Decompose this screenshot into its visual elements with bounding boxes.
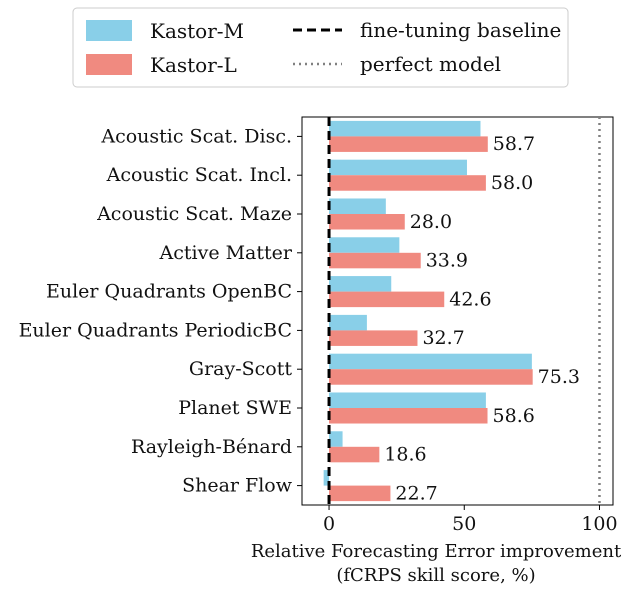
bar-kastor-l (329, 408, 488, 424)
data-label: 18.6 (384, 444, 426, 466)
bar-kastor-m (329, 392, 486, 408)
y-tick-label: Active Matter (159, 242, 293, 264)
bar-kastor-l (329, 485, 391, 502)
y-tick-label: Euler Quadrants OpenBC (46, 281, 292, 303)
data-label: 32.7 (422, 327, 464, 349)
y-tick-label: Acoustic Scat. Disc. (100, 125, 292, 147)
bar-kastor-l (329, 369, 533, 385)
bar-kastor-m (329, 314, 367, 331)
bar-kastor-l (329, 214, 405, 230)
x-axis-label: Relative Forecasting Error improvement (251, 541, 622, 562)
x-tick-label: 100 (581, 513, 617, 535)
data-label: 58.0 (491, 172, 533, 194)
data-label: 33.9 (426, 250, 468, 272)
y-tick-label: Acoustic Scat. Incl. (106, 164, 292, 186)
x-tick-label: 50 (452, 513, 476, 535)
y-tick-label: Acoustic Scat. Maze (96, 203, 292, 225)
bar-kastor-l (329, 446, 380, 463)
data-label: 75.3 (538, 366, 580, 388)
y-tick-label: Gray-Scott (189, 358, 292, 380)
x-axis-label-line2: (fCRPS skill score, %) (336, 565, 535, 586)
bar-kastor-m (329, 159, 467, 176)
bar-kastor-l (329, 252, 421, 269)
legend-label: Kastor-L (150, 53, 237, 77)
data-label: 58.7 (493, 133, 535, 155)
legend-frame (72, 7, 569, 88)
legend-label: Kastor-M (150, 19, 244, 43)
bar-kastor-m (323, 470, 330, 486)
bar-kastor-m (329, 198, 386, 214)
bar-kastor-l (329, 291, 445, 308)
plot-frame (301, 116, 614, 506)
legend-label: perfect model (360, 52, 501, 76)
bar-kastor-l (329, 175, 486, 191)
bar-kastor-l (329, 136, 488, 152)
x-tick-label: 0 (323, 513, 335, 535)
bar-kastor-l (329, 330, 418, 346)
y-tick-label: Rayleigh-Bénard (131, 436, 292, 458)
plot-area: Acoustic Scat. Disc. 58.7 Acoustic Scat. I… (19, 116, 618, 535)
bar-kastor-m (329, 237, 400, 253)
data-label: 28.0 (410, 211, 452, 233)
y-tick-label: Euler Quadrants PeriodicBC (19, 319, 292, 341)
legend-label: fine-tuning baseline (360, 18, 561, 42)
bar-kastor-m (329, 353, 532, 370)
y-tick-label: Shear Flow (182, 475, 293, 497)
legend: Kastor-M Kastor-L fine-tuning baseline perf… (72, 7, 569, 88)
bar-kastor-m (329, 120, 481, 137)
bar-kastor-m (329, 276, 392, 292)
y-tick-label: Planet SWE (178, 397, 292, 419)
legend-swatch (86, 20, 132, 41)
legend-swatch (86, 54, 132, 75)
data-label: 42.6 (449, 288, 491, 310)
bar-kastor-m (329, 431, 343, 447)
data-label: 58.6 (493, 405, 535, 427)
data-label: 22.7 (395, 482, 437, 504)
